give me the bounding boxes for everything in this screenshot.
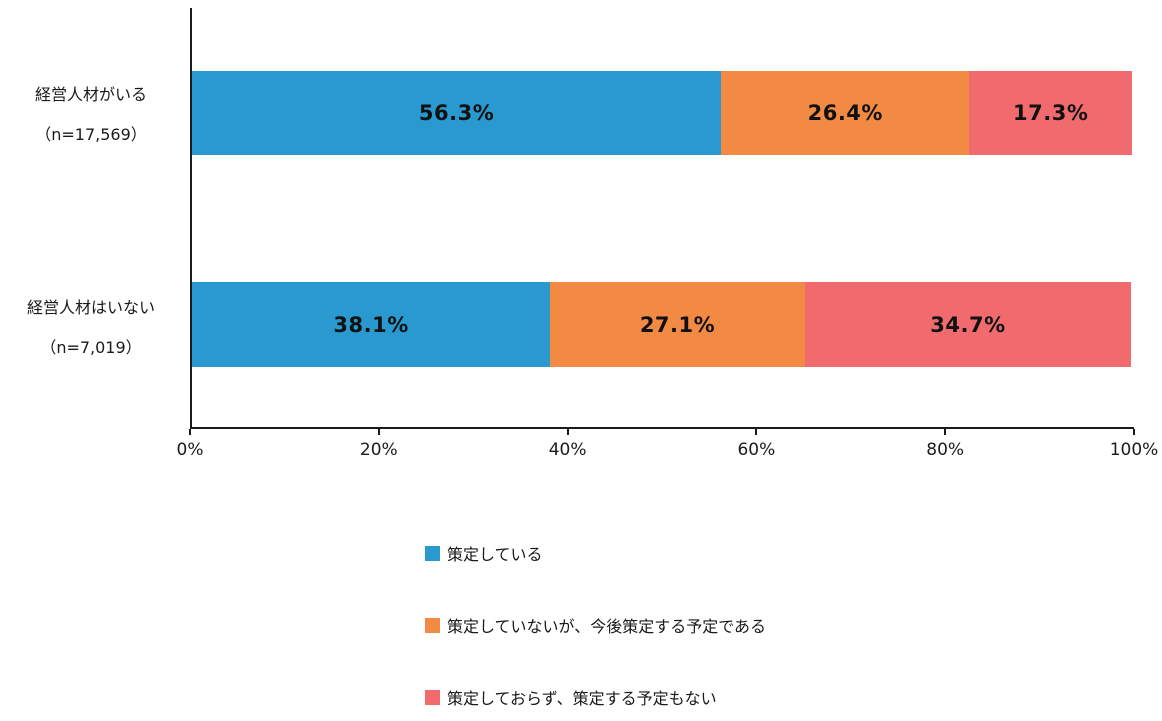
- category-label: 経営人材はいない （n=7,019）: [0, 288, 182, 368]
- x-tick-label: 80%: [926, 440, 965, 460]
- x-tick-label: 60%: [737, 440, 776, 460]
- segment-value-label: 56.3%: [418, 101, 495, 125]
- x-tick-mark: [189, 429, 191, 435]
- legend-item: 策定している: [425, 542, 766, 564]
- x-tick-label: 20%: [359, 440, 398, 460]
- segment-value-label: 34.7%: [930, 312, 1006, 337]
- bar-segment: 27.1%: [550, 282, 805, 367]
- legend-label: 策定しておらず、策定する予定もない: [447, 689, 717, 708]
- x-tick-mark: [1133, 429, 1135, 435]
- segment-value-label: 38.1%: [333, 312, 409, 337]
- legend-swatch-icon: [425, 545, 440, 561]
- bar-segment: 34.7%: [804, 282, 1132, 367]
- category-sample-size: （n=7,019）: [40, 338, 142, 357]
- category-name: 経営人材がいる: [34, 85, 147, 104]
- segment-value-label: 26.4%: [807, 101, 883, 125]
- x-tick-mark: [944, 429, 947, 435]
- legend-item: 策定していないが、今後策定する予定である: [425, 614, 766, 636]
- legend-label: 策定している: [447, 545, 543, 564]
- x-tick-mark: [377, 429, 380, 435]
- stacked-bar: 38.1% 27.1% 34.7%: [192, 282, 1132, 367]
- x-tick-mark: [755, 429, 758, 435]
- x-axis-line: [190, 427, 1134, 429]
- bar-segment: 17.3%: [969, 71, 1132, 155]
- bar-segment: 26.4%: [721, 71, 970, 155]
- x-tick-label: 40%: [548, 440, 587, 460]
- segment-value-label: 27.1%: [639, 312, 716, 337]
- x-tick-label: 100%: [1109, 440, 1159, 460]
- x-tick-mark: [566, 429, 569, 435]
- legend: 策定している策定していないが、今後策定する予定である 策定しておらず、策定する予定…: [425, 542, 766, 721]
- legend-swatch-icon: [425, 689, 440, 705]
- stacked-bar: 56.3% 26.4% 17.3%: [192, 71, 1132, 155]
- x-tick-label: 0%: [176, 440, 204, 460]
- y-axis-line: [190, 8, 192, 429]
- legend-swatch-icon: [425, 617, 440, 633]
- segment-value-label: 17.3%: [1013, 101, 1089, 125]
- bar-segment: 38.1%: [192, 282, 551, 367]
- category-name: 経営人材はいない: [26, 298, 155, 317]
- legend-item: 策定しておらず、策定する予定もない: [425, 686, 766, 708]
- legend-label: 策定していないが、今後策定する予定である: [447, 617, 767, 636]
- category-label: 経営人材がいる （n=17,569）: [0, 75, 182, 155]
- bar-segment: 56.3%: [192, 71, 722, 155]
- category-sample-size: （n=17,569）: [35, 125, 147, 144]
